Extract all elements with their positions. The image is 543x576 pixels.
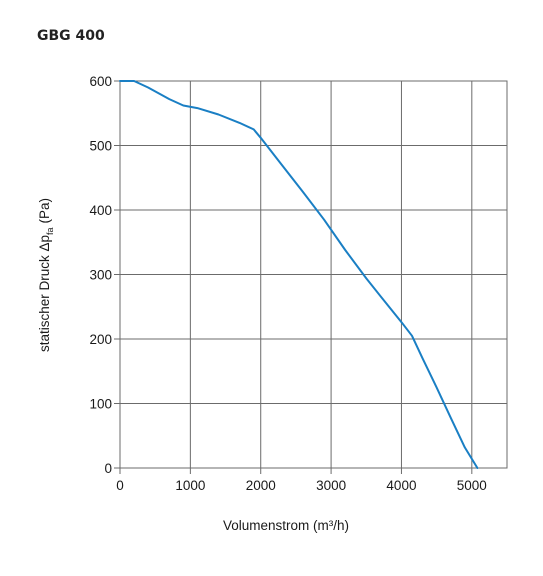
grid-lines [120, 81, 507, 468]
series-line-0 [119, 80, 479, 469]
y-tick-label: 0 [104, 461, 112, 476]
y-tick-label: 300 [89, 268, 112, 283]
x-tick-label: 4000 [386, 478, 416, 493]
y-tick-label: 200 [89, 332, 112, 347]
y-tick-label: 100 [89, 397, 112, 412]
x-axis-title: Volumenstrom (m³/h) [223, 518, 349, 533]
y-axis-title-unit: (Pa) [37, 198, 52, 224]
tick-labels: 0 1000 2000 3000 4000 5000 0 100 200 300 400 500 600 [89, 74, 486, 493]
axes [114, 80, 508, 474]
y-tick-label: 400 [89, 203, 112, 218]
y-tick-label: 600 [89, 74, 112, 89]
chart-title: GBG 400 [37, 28, 105, 44]
y-axis-title-subscript: fa [45, 227, 55, 235]
x-tick-label: 5000 [457, 478, 487, 493]
y-axis-title: statischer Druck Δpfa (Pa) [37, 198, 55, 352]
series-lines [119, 80, 479, 469]
x-tick-label: 1000 [175, 478, 205, 493]
x-tick-label: 2000 [246, 478, 276, 493]
x-tick-label: 0 [116, 478, 124, 493]
y-tick-label: 500 [89, 139, 112, 154]
x-tick-label: 3000 [316, 478, 346, 493]
y-axis-title-text: statischer Druck Δp [37, 235, 52, 352]
